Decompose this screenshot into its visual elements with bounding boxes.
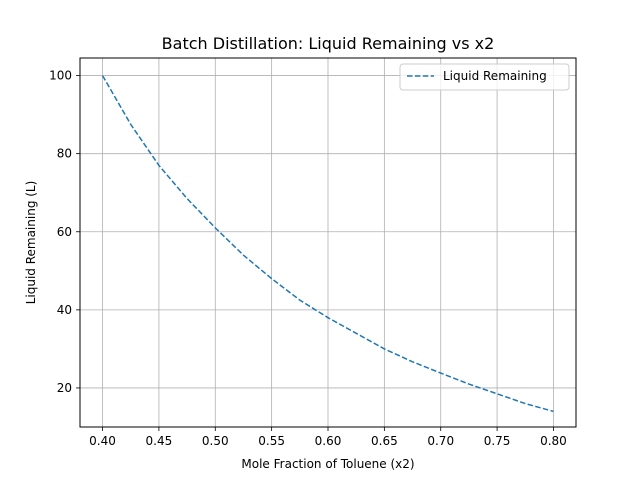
ticks: 0.40 0.45 0.50 0.55 0.60 0.65 0.70 0.75 0.80 20 40… (49, 69, 567, 448)
x-tick-label: 0.65 (371, 434, 398, 448)
x-tick-label: 0.60 (315, 434, 342, 448)
x-tick-label: 0.50 (202, 434, 229, 448)
x-tick-label: 0.55 (258, 434, 285, 448)
x-tick-label: 0.70 (427, 434, 454, 448)
y-tick-label: 80 (57, 147, 72, 161)
series-layer (101, 75, 554, 413)
legend-box (399, 63, 570, 91)
y-axis-label: Liquid Remaining (L) (24, 181, 38, 305)
series-line (101, 75, 554, 413)
x-tick-label: 0.80 (540, 434, 567, 448)
x-axis-label: Mole Fraction of Toluene (x2) (241, 457, 414, 471)
x-tick-label: 0.45 (146, 434, 173, 448)
grid (80, 58, 576, 427)
y-tick-label: 60 (57, 225, 72, 239)
y-tick-label: 100 (49, 69, 72, 83)
x-tick-label: 0.40 (89, 434, 116, 448)
legend-entry-label: Liquid Remaining (443, 69, 547, 83)
legend: Liquid Remaining (399, 63, 570, 91)
y-tick-label: 40 (57, 303, 72, 317)
chart-title: Batch Distillation: Liquid Remaining vs … (162, 34, 495, 53)
x-tick-label: 0.75 (484, 434, 511, 448)
y-tick-label: 20 (57, 381, 72, 395)
